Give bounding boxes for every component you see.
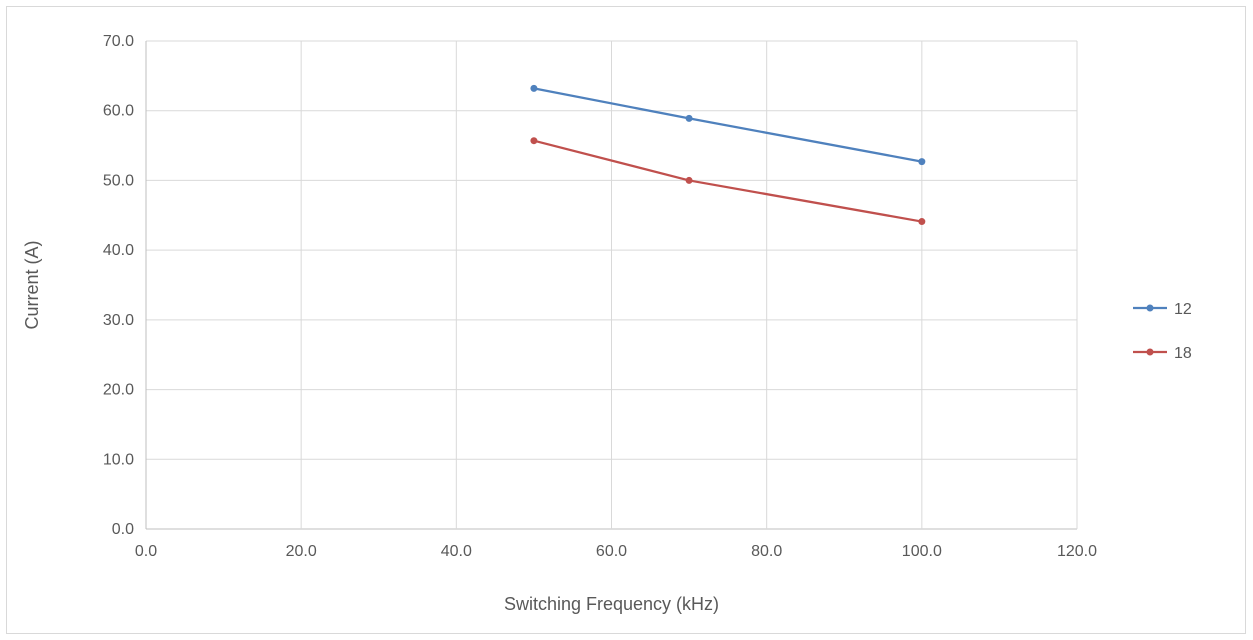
legend-swatch-marker — [1146, 348, 1154, 356]
y-tick-label: 20.0 — [103, 382, 134, 399]
legend: 12 18 — [1133, 301, 1192, 362]
legend-label: 12 — [1174, 301, 1192, 318]
data-point — [530, 84, 538, 92]
data-point — [918, 218, 926, 226]
y-tick-label: 40.0 — [103, 242, 134, 259]
x-tick-label: 80.0 — [751, 543, 782, 560]
x-tick-label: 40.0 — [441, 543, 472, 560]
data-point — [918, 158, 926, 166]
y-tick-label: 0.0 — [112, 521, 134, 538]
y-tick-label: 10.0 — [103, 451, 134, 468]
series-18 — [530, 137, 926, 226]
data-point — [685, 114, 693, 122]
y-axis-title: Current (A) — [22, 240, 42, 329]
series-12 — [530, 84, 926, 166]
x-tick-label: 0.0 — [135, 543, 157, 560]
y-tick-label: 30.0 — [103, 312, 134, 329]
x-tick-label: 100.0 — [902, 543, 942, 560]
series-line — [533, 87, 923, 163]
data-point — [530, 137, 538, 145]
grid — [145, 40, 1078, 530]
legend-item: 12 — [1133, 301, 1192, 318]
x-tick-label: 120.0 — [1057, 543, 1097, 560]
x-axis-title: Switching Frequency (kHz) — [504, 594, 719, 614]
axes: 0.0 10.0 20.0 30.0 40.0 50.0 60.0 70.0 0.0 20.0 40… — [103, 33, 1097, 560]
data-point — [685, 176, 693, 184]
legend-item: 18 — [1133, 345, 1192, 362]
y-tick-label: 50.0 — [103, 172, 134, 189]
legend-swatch-marker — [1146, 304, 1154, 312]
legend-label: 18 — [1174, 345, 1192, 362]
series-line — [533, 139, 923, 223]
x-tick-label: 20.0 — [286, 543, 317, 560]
series-layer — [530, 84, 926, 226]
y-tick-label: 60.0 — [103, 103, 134, 120]
x-tick-label: 60.0 — [596, 543, 627, 560]
y-tick-label: 70.0 — [103, 33, 134, 50]
